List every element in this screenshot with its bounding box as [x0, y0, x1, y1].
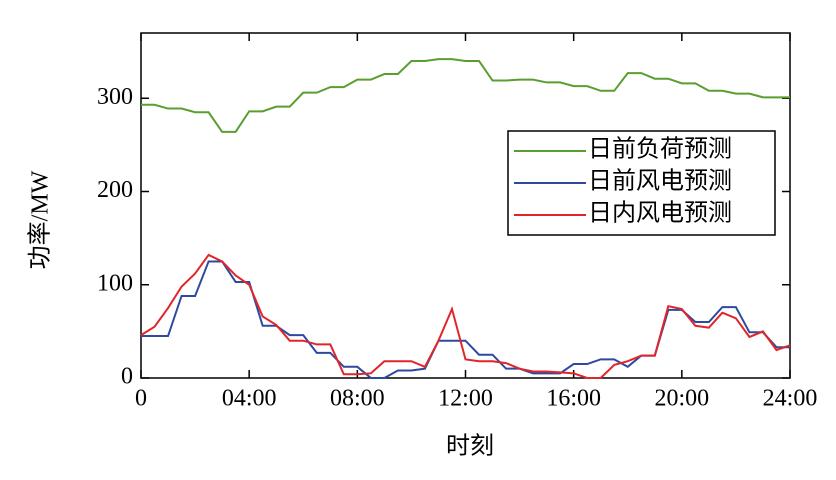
- y-tick-label: 100: [97, 270, 133, 296]
- legend-label: 日内风电预测: [588, 200, 732, 227]
- x-tick-label: 04:00: [222, 386, 277, 412]
- series-line: [141, 58, 790, 133]
- x-tick-label: 24:00: [763, 386, 818, 412]
- y-tick-label: 300: [97, 84, 133, 110]
- legend-label: 日前风电预测: [588, 168, 732, 195]
- series-line: [140, 253, 791, 379]
- x-tick-label: 16:00: [546, 386, 601, 412]
- x-axis-label: 时刻: [446, 433, 494, 460]
- y-tick-label: 200: [97, 177, 133, 203]
- legend-label: 日前负荷预测: [588, 136, 732, 163]
- x-tick-label: 12:00: [438, 386, 493, 412]
- x-tick-label: 20:00: [654, 386, 709, 412]
- x-tick-label: 08:00: [330, 386, 385, 412]
- y-tick-label: 0: [121, 364, 133, 390]
- x-tick-label: 0: [135, 386, 147, 412]
- y-axis-label: 功率/MW: [27, 170, 54, 269]
- series-line: [141, 260, 790, 379]
